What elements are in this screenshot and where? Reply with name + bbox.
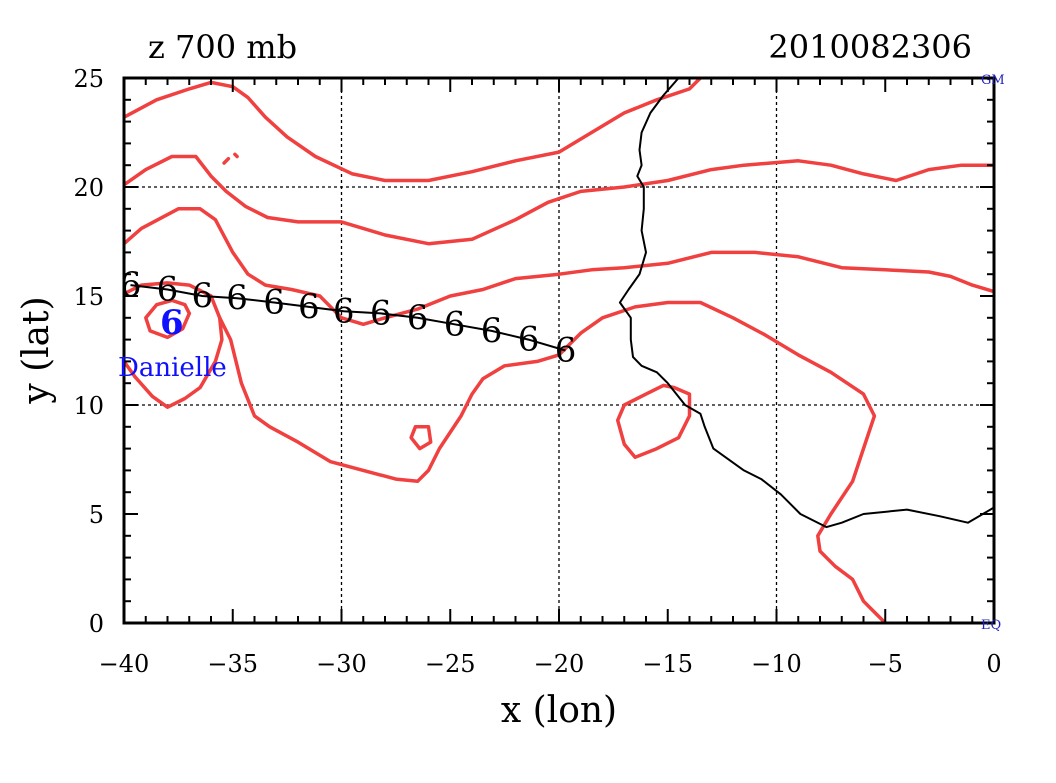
contour-line <box>144 298 192 340</box>
track-point-symbol: 6 <box>157 269 179 309</box>
track-point-symbol: 6 <box>370 293 392 333</box>
track-line <box>130 284 566 352</box>
track-point-symbol: 6 <box>226 278 248 318</box>
contour-line <box>124 78 703 183</box>
coastline <box>618 78 994 529</box>
contour-line <box>124 154 994 246</box>
y-tick-label: 25 <box>73 65 104 93</box>
x-tick-labels: −40 −35 −30 −25 −20 −15 −10 −5 0 <box>99 650 1002 678</box>
track-point-symbol: 6 <box>407 298 429 338</box>
contour-line <box>124 281 224 409</box>
y-tick-label: 10 <box>73 392 104 420</box>
track-point-symbol: 6 <box>263 283 285 323</box>
track-point-symbol: 6 <box>333 291 355 331</box>
track-point-symbol: 6 <box>191 276 213 316</box>
x-tick-label: −15 <box>642 650 693 678</box>
x-tick-label: −40 <box>99 650 150 678</box>
y-tick-label: 0 <box>89 610 104 638</box>
contour-line <box>409 425 433 451</box>
x-tick-label: −10 <box>751 650 802 678</box>
track-point-symbol: 6 <box>518 320 540 360</box>
y-tick-label: 15 <box>73 283 104 311</box>
x-tick-label: −20 <box>534 650 585 678</box>
storm-name-label: Danielle <box>118 353 227 383</box>
y-tick-labels: 0 5 10 15 20 25 <box>73 65 104 638</box>
x-tick-label: 0 <box>986 650 1001 678</box>
x-tick-label: −30 <box>316 650 367 678</box>
x-tick-label: −5 <box>868 650 903 678</box>
axis-ticks <box>123 77 995 624</box>
track-point-symbol: 6 <box>444 304 466 344</box>
track-point-symbol: 6 <box>555 331 577 371</box>
y-tick-label: 5 <box>89 501 104 529</box>
track-point-symbol: 6 <box>298 287 320 327</box>
chart-title-right: 2010082306 <box>768 28 972 66</box>
contour-line <box>217 300 888 623</box>
corner-label-eq: EQ <box>981 618 1001 633</box>
coastline-layer <box>618 78 994 529</box>
storm-symbol: 6 <box>160 303 184 343</box>
contour-line <box>124 207 994 327</box>
track-point-symbol: 6 <box>481 311 503 351</box>
x-tick-label: −25 <box>425 650 476 678</box>
chart-title-left: z 700 mb <box>148 28 297 66</box>
contour-line <box>233 152 239 159</box>
contour-line <box>615 383 692 460</box>
x-tick-label: −35 <box>207 650 258 678</box>
y-tick-label: 20 <box>73 174 104 202</box>
y-axis-title: y (lat) <box>16 296 57 404</box>
contour-line <box>222 156 231 165</box>
corner-label-gm: GM <box>981 73 1005 88</box>
contour-layer <box>124 78 994 623</box>
x-axis-title: x (lon) <box>501 690 617 731</box>
